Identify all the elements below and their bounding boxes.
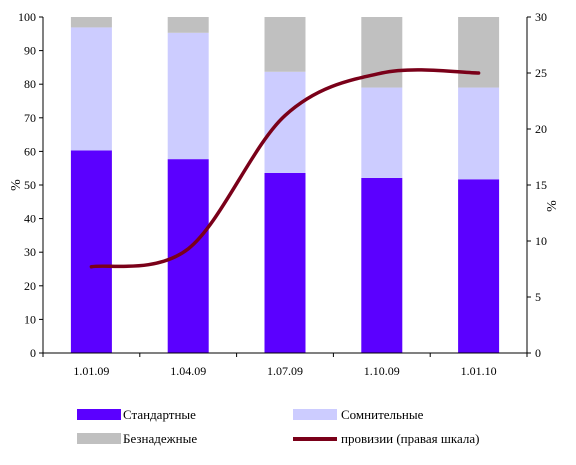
y-tick-label-right: 25 [535,66,547,80]
legend-item-bad: Безнадежные [77,431,197,446]
legend-swatch-standard [77,409,121,420]
y-tick-label-left: 100 [18,10,36,24]
legend-label-provisions: провизии (правая шкала) [341,431,479,446]
bar-standard-4 [458,179,500,353]
x-tick-label: 1.01.10 [461,364,497,378]
legend: Стандартные Сомнительные Безнадежные про… [77,407,479,446]
bar-bad-1 [167,17,209,33]
y-tick-label-right: 20 [535,122,547,136]
bar-bad-4 [458,17,500,88]
legend-item-standard: Стандартные [77,407,196,422]
legend-swatch-doubtful [293,409,337,420]
bar-standard-2 [264,172,306,353]
y-tick-label-left: 20 [24,279,36,293]
x-tick-label: 1.10.09 [364,364,400,378]
y-tick-label-left: 90 [24,44,36,58]
y-tick-label-right: 0 [535,346,541,360]
x-tick-label: 1.07.09 [267,364,303,378]
legend-label-bad: Безнадежные [123,431,197,446]
y-tick-label-left: 0 [30,346,36,360]
x-tick-label: 1.01.09 [73,364,109,378]
x-tick-label: 1.04.09 [170,364,206,378]
bar-bad-2 [264,17,306,72]
bar-doubtful-4 [458,87,500,180]
legend-swatch-bad [77,433,121,444]
y-tick-label-left: 80 [24,77,36,91]
bar-doubtful-0 [70,27,112,151]
legend-item-provisions: провизии (правая шкала) [293,431,479,446]
line-provisions [89,68,481,269]
bar-doubtful-3 [361,87,403,178]
y-tick-label-left: 40 [24,212,36,226]
y-tick-label-right: 30 [535,10,547,24]
y-tick-label-right: 10 [535,234,547,248]
legend-label-standard: Стандартные [123,407,196,422]
y-axis-title-right: % [545,200,560,212]
y-axis-title-left: % [9,179,24,191]
plot-area: 0 10 20 30 40 50 60 70 80 90 100 0 5 10 15 20 25 30 1.01.0… [18,10,547,378]
y-tick-label-left: 50 [24,178,36,192]
bar-doubtful-2 [264,71,306,173]
bar-doubtful-1 [167,32,209,160]
y-tick-label-left: 30 [24,245,36,259]
y-tick-label-left: 70 [24,111,36,125]
bar-standard-0 [70,150,112,353]
y-tick-label-left: 60 [24,144,36,158]
bar-bad-0 [70,17,112,28]
y-tick-label-left: 10 [24,312,36,326]
y-tick-label-right: 5 [535,290,541,304]
legend-label-doubtful: Сомнительные [341,407,424,422]
bar-standard-3 [361,177,403,353]
y-tick-label-right: 15 [535,178,547,192]
legend-item-doubtful: Сомнительные [293,407,424,422]
